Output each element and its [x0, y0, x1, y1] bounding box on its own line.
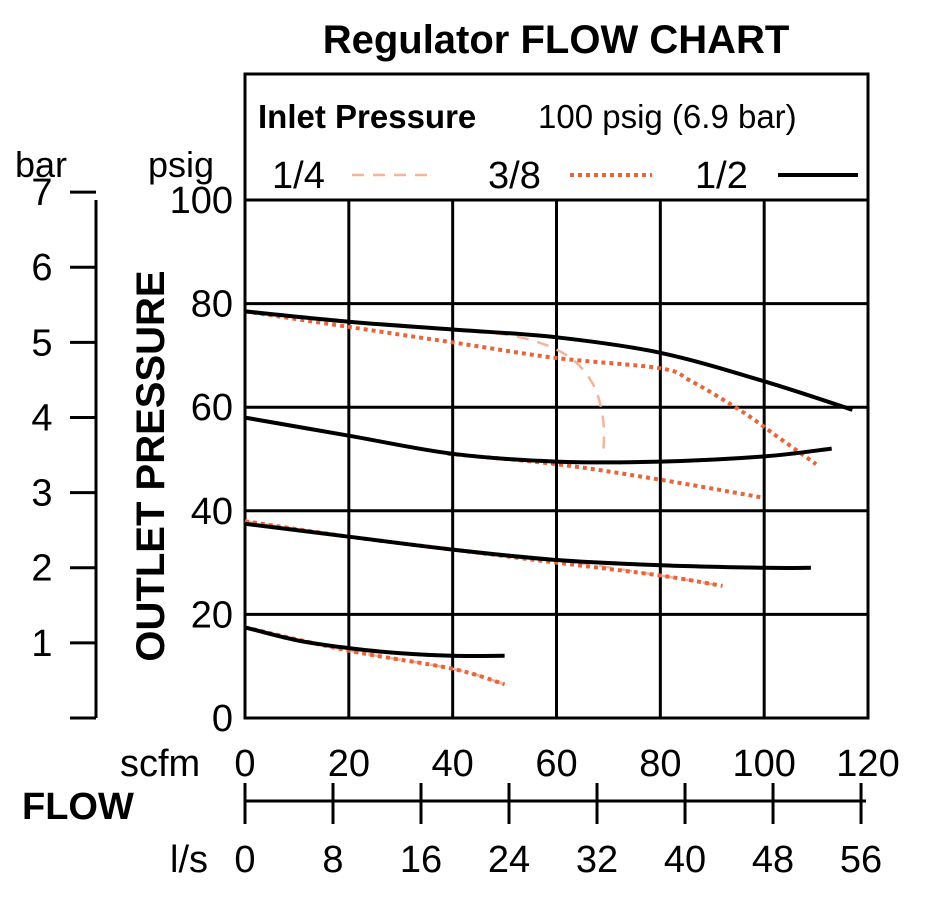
series-line-1-2 [244, 415, 832, 465]
legend-label: 3/8 [488, 155, 541, 197]
y-tick-label: 80 [191, 284, 233, 326]
bar-tick-label: 6 [31, 247, 52, 289]
y-tick-label: 60 [191, 387, 233, 429]
x-tick-label: 100 [732, 743, 795, 785]
y-tick-label: 40 [191, 491, 233, 533]
legend-title-rest: 100 psig (6.9 bar) [538, 98, 797, 135]
legend-title-bold: Inlet Pressure [258, 98, 476, 135]
legend-label: 1/2 [695, 155, 748, 197]
ls-tick-label: 32 [576, 839, 618, 881]
series-line-1-2 [244, 625, 505, 659]
axes [70, 72, 870, 824]
bar-tick-label: 4 [31, 397, 52, 439]
x-tick-label: 0 [234, 743, 255, 785]
legend: 1/4 3/8 1/2 [272, 155, 858, 197]
bar-tick-label: 2 [31, 548, 52, 590]
grid [245, 198, 868, 720]
flow-label: FLOW [22, 786, 134, 828]
ls-tick-label: 0 [234, 839, 255, 881]
bar-unit-label: bar [15, 144, 67, 185]
ls-tick-label: 24 [488, 839, 530, 881]
y-axis-label: OUTLET PRESSURE [129, 270, 173, 661]
psig-unit-label: psig [148, 144, 214, 185]
bar-tick-label: 1 [31, 623, 52, 665]
x-tick-label: 20 [328, 743, 370, 785]
x-tick-label: 40 [432, 743, 474, 785]
legend-label: 1/4 [272, 155, 325, 197]
chart-title: Regulator FLOW CHART [323, 18, 790, 62]
bar-tick-label: 7 [31, 172, 52, 214]
x-tick-label: 60 [535, 743, 577, 785]
series-line-1-2 [244, 309, 854, 412]
ls-tick-label: 40 [664, 839, 706, 881]
ls-tick-label: 16 [400, 839, 442, 881]
ls-unit-label: l/s [170, 839, 208, 881]
ls-tick-label: 48 [752, 839, 794, 881]
y-tick-label: 20 [191, 594, 233, 636]
y-tick-label: 100 [170, 180, 233, 222]
y-tick-label: 0 [212, 698, 233, 740]
series-lines [244, 309, 854, 687]
bar-tick-label: 5 [31, 322, 52, 364]
series-line-3-8 [244, 309, 818, 466]
x-tick-label: 80 [639, 743, 681, 785]
series-line-1-2 [244, 521, 811, 570]
bar-tick-label: 3 [31, 473, 52, 515]
series-line-1-4 [244, 626, 505, 686]
ls-tick-label: 8 [322, 839, 343, 881]
scfm-unit-label: scfm [120, 743, 200, 785]
series-line-3-8 [244, 519, 723, 588]
x-tick-label: 120 [836, 743, 899, 785]
chart-frame [243, 72, 870, 720]
ls-tick-label: 56 [840, 839, 882, 881]
series-line-1-4 [244, 310, 606, 457]
